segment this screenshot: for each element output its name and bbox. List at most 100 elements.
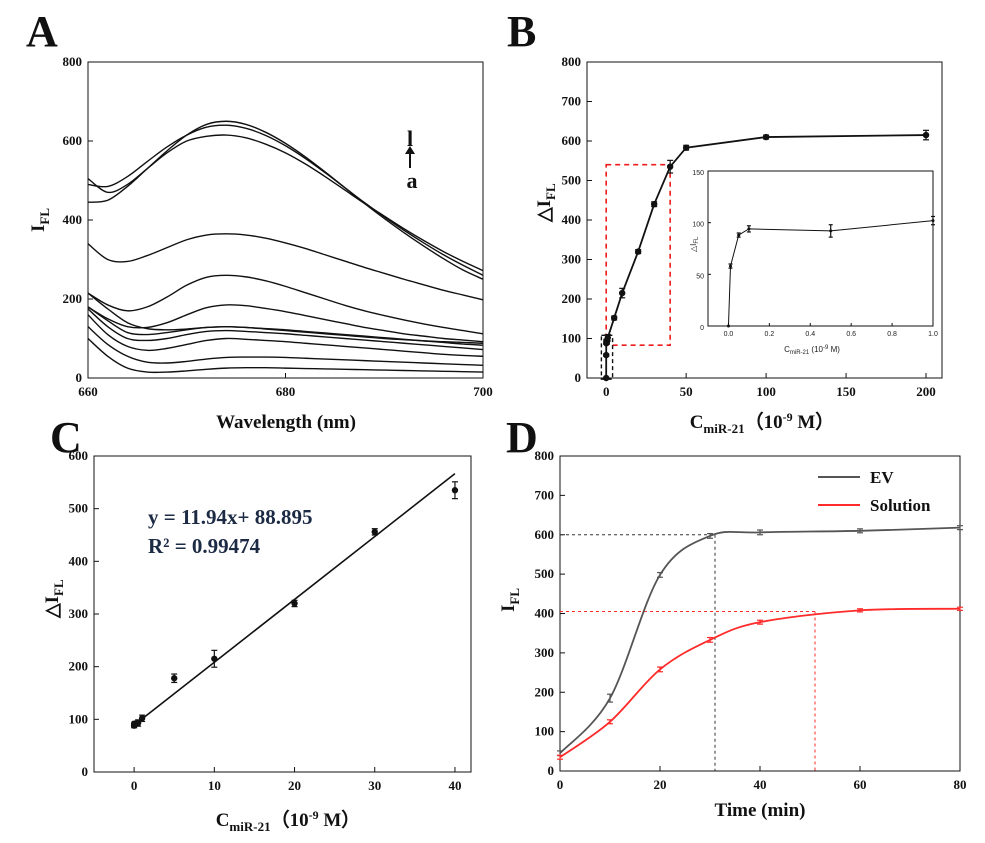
panel-c-ytick-label: 100 — [69, 711, 89, 726]
fit-line — [133, 473, 456, 726]
inset-xtick-label: 0.4 — [805, 331, 815, 338]
titration-point — [603, 351, 610, 359]
panel-d-ytick-label: 300 — [535, 645, 555, 660]
inset-point — [829, 229, 833, 233]
spectrum-line — [87, 233, 484, 301]
fit-r2: R² = 0.99474 — [148, 534, 261, 558]
titration-point — [604, 334, 611, 341]
panel-b-ytick-label: 500 — [562, 173, 582, 188]
spectrum-line — [87, 274, 484, 335]
panel-a-xtick-label: 680 — [276, 384, 296, 399]
inset-line — [727, 220, 934, 327]
titration-point — [634, 248, 642, 255]
panel-a-ylabel: IFL — [28, 208, 52, 232]
titration-point — [762, 133, 770, 141]
panel-c-ylabel: △IFL — [42, 579, 66, 619]
panel-d-legend: EV Solution — [818, 468, 931, 515]
zoom-region-red-box — [605, 163, 671, 347]
inset-xtick-label: 0.0 — [724, 331, 734, 338]
spectrum-line — [87, 308, 484, 351]
panel-d-ytick-label: 0 — [548, 763, 555, 778]
legend-label-ev: EV — [870, 468, 894, 487]
inset-point — [729, 264, 732, 268]
inset-xtick-label: 0.2 — [764, 331, 774, 338]
calibration-point — [291, 600, 298, 607]
panel-d-xtick-label: 20 — [654, 777, 667, 792]
panel-a-ytick-label: 200 — [63, 291, 83, 306]
inset-xtick-label: 0.6 — [846, 331, 856, 338]
spectrum-line — [87, 124, 484, 276]
panel-b-xtick-label: 200 — [916, 384, 936, 399]
fit-equation: y = 11.94x+ 88.895 — [148, 505, 313, 529]
panel-a-xtick-label: 660 — [78, 384, 98, 399]
panel-d-ytick-label: 500 — [535, 566, 555, 581]
panel-d-xlabel: Time (min) — [715, 800, 806, 821]
calibration-point — [371, 528, 378, 536]
panel-a-ytick-label: 400 — [63, 212, 83, 227]
panel-b-ytick-label: 800 — [562, 54, 582, 69]
panel-b-ytick-label: 700 — [562, 94, 582, 109]
panel-c-ytick-label: 500 — [69, 501, 89, 516]
panel-c-ytick-label: 0 — [82, 764, 89, 779]
panel-c-ytick-label: 300 — [69, 606, 89, 621]
legend-label-solution: Solution — [870, 496, 931, 515]
spectrum-line — [87, 292, 484, 344]
inset-xlabel: CmiR-21 (10-9 M) — [784, 345, 840, 356]
panel-d-xtick-label: 0 — [557, 777, 564, 792]
panel-d-ytick-label: 400 — [535, 606, 555, 621]
curve-label-l: l — [407, 126, 413, 151]
panel-a-xtick-label: 700 — [473, 384, 493, 399]
panel-b-ytick-label: 200 — [562, 291, 582, 306]
panel-b-ytick-label: 300 — [562, 252, 582, 267]
curve-label-a: a — [407, 168, 418, 193]
inset-point — [737, 233, 741, 237]
panel-d-ytick-label: 200 — [535, 684, 555, 699]
panel-a-ytick-label: 800 — [63, 54, 83, 69]
panel-d-ytick-label: 700 — [535, 487, 555, 502]
panel-d-ytick-label: 800 — [535, 448, 555, 463]
titration-point — [922, 131, 930, 139]
panel-c-ytick-label: 200 — [69, 659, 89, 674]
inset-xtick-label: 1.0 — [928, 331, 938, 338]
spectrum-line — [87, 134, 484, 272]
titration-point — [650, 201, 658, 208]
inset-point — [726, 324, 730, 328]
titration-point — [602, 374, 610, 382]
panel-c-xtick-label: 20 — [288, 778, 301, 793]
inset-ytick-label: 150 — [692, 170, 704, 177]
panel-b-xlabel: CmiR-21（10-9 M） — [690, 410, 835, 436]
calibration-point — [171, 675, 178, 682]
panel-a-xlabel: Wavelength (nm) — [216, 412, 356, 433]
panel-d-xtick-label: 60 — [854, 777, 867, 792]
spectrum-line — [87, 306, 484, 346]
panel-b-ytick-label: 100 — [562, 331, 582, 346]
panel-c-xtick-label: 0 — [131, 778, 138, 793]
panel-b-inset: 0.0 0.2 0.4 0.6 0.8 1.0 0 50 100 150 △IFL CmiR-21… — [689, 170, 938, 356]
panel-label-c: C — [50, 413, 82, 462]
panel-c-frame — [93, 455, 472, 773]
panel-b-xtick-label: 50 — [680, 384, 693, 399]
curve-arrow-head — [405, 146, 415, 154]
panel-d-ytick-label: 100 — [535, 724, 555, 739]
kinetics-line — [559, 607, 961, 758]
panel-b-xtick-label: 0 — [603, 384, 610, 399]
panel-c-ytick-label: 600 — [69, 448, 89, 463]
panel-d-ytick-label: 600 — [535, 527, 555, 542]
panel-label-b: B — [507, 7, 536, 56]
inset-point — [931, 219, 935, 223]
spectrum-line — [87, 314, 484, 357]
panel-d-ylabel: IFL — [498, 588, 522, 612]
inset-ytick-label: 0 — [700, 325, 704, 332]
panel-a-ytick-label: 600 — [63, 133, 83, 148]
panel-c-xtick-label: 10 — [208, 778, 221, 793]
panel-a-chart: 660 680 700 0 200 400 600 800 IFL Wavelength (n… — [28, 54, 493, 433]
calibration-point — [211, 655, 218, 662]
inset-frame — [707, 170, 934, 327]
spectrum-line — [87, 326, 484, 367]
titration-point — [610, 314, 618, 322]
titration-point — [682, 144, 690, 151]
panel-b-ylabel: △IFL — [534, 183, 558, 223]
inset-point — [747, 227, 751, 231]
